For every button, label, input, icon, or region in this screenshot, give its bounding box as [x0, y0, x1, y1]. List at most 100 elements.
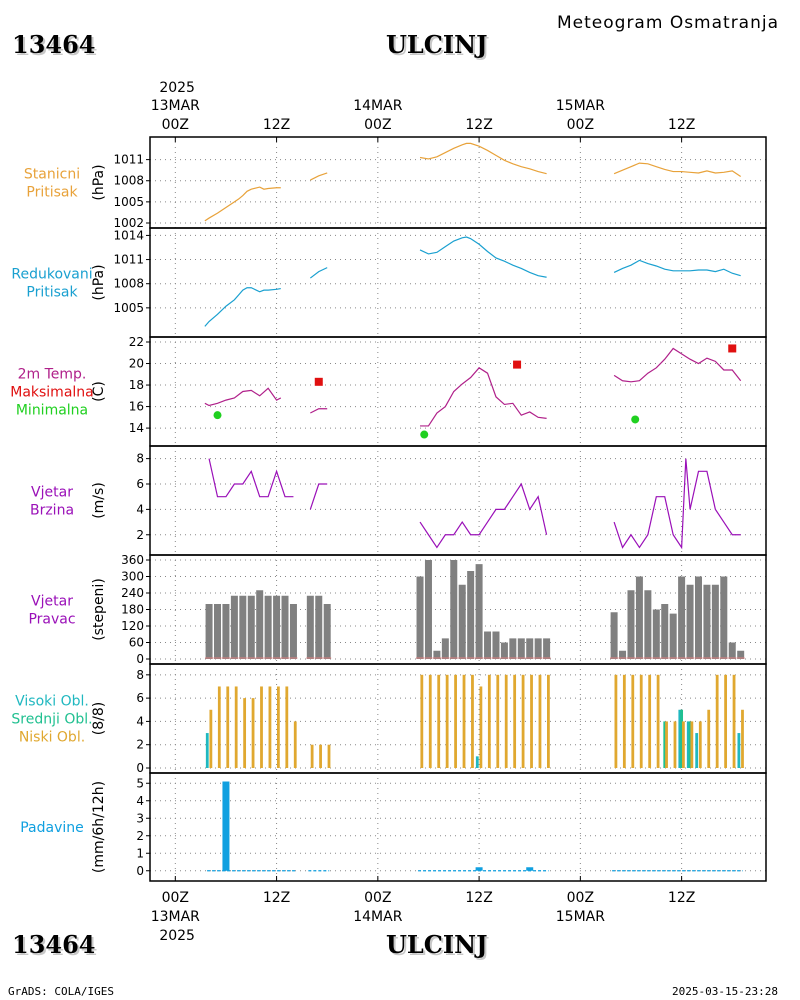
wind-dir-bar-28: [534, 638, 542, 659]
ytick-wind_direction-4: 240: [121, 586, 144, 600]
panel-label-reduced_pressure-0: Redukovani: [11, 267, 92, 283]
cloud-bar-2-2: [226, 686, 230, 768]
panel-label-wind_speed-1: Brzina: [30, 503, 74, 519]
wind-dir-bar-9: [281, 595, 289, 659]
wind-dir-bar-45: [737, 650, 745, 659]
wind-dir-bar-6: [256, 590, 264, 659]
cloud-bar-0-38: [678, 709, 682, 768]
ylabel-wind_speed: (m/s): [91, 482, 107, 519]
cloud-bar-1-39: [688, 721, 692, 768]
cloud-bar-2-21: [479, 686, 483, 768]
cloud-bar-2-40: [698, 721, 702, 768]
wind-dir-bar-16: [433, 650, 441, 659]
wind-dir-bar-5: [247, 595, 255, 659]
date-label-top-4: 15MAR: [556, 98, 605, 114]
wind-dir-bar-36: [661, 604, 669, 659]
panel-wind_speed: [146, 445, 767, 556]
panel-label-precipitation-0: Padavine: [20, 820, 84, 836]
wind-dir-bar-38: [678, 576, 686, 659]
cloud-bar-2-4: [243, 698, 247, 768]
cloud-bar-2-34: [648, 674, 652, 768]
precip-bar-2: [526, 867, 534, 871]
series-wind_speed-segment-3: [613, 458, 741, 550]
ytick-wind_speed-0: 2: [136, 528, 144, 542]
wind-dir-bar-1: [214, 604, 222, 659]
wind-dir-bar-19: [458, 584, 466, 659]
ytick-wind_speed-3: 8: [136, 452, 144, 466]
wind-dir-bar-43: [720, 576, 728, 659]
time-tick-top-3: 12Z: [465, 117, 492, 133]
cloud-bar-2-33: [639, 674, 643, 768]
ytick-clouds-3: 6: [136, 691, 144, 705]
panel-label-clouds-1: Srednji Obl.: [11, 712, 92, 728]
ytick-reduced_pressure-1: 1008: [113, 277, 144, 291]
panel-frame-wind_speed: [149, 445, 767, 556]
wind-dir-bar-15: [424, 560, 432, 659]
panel-frame-station_pressure: [149, 136, 767, 229]
time-tick-top-5: 12Z: [668, 117, 695, 133]
date-label-bottom-2: 14MAR: [353, 909, 402, 925]
ytick-wind_direction-2: 120: [121, 619, 144, 633]
wind-dir-bar-24: [500, 642, 508, 659]
cloud-bar-2-3: [234, 686, 238, 768]
ytick-precipitation-5: 5: [136, 776, 144, 790]
wind-dir-bar-4: [239, 595, 247, 659]
series-reduced_pressure-segment-1: [309, 267, 328, 279]
wind-dir-bar-32: [627, 590, 635, 659]
wind-dir-bar-0: [205, 604, 213, 659]
series-station_pressure-segment-1: [310, 172, 328, 181]
time-tick-top-4: 00Z: [567, 117, 594, 133]
cloud-bar-2-11: [310, 744, 314, 768]
wind-dir-bar-14: [416, 576, 424, 659]
ylabel-wind_direction: (stepeni): [91, 578, 107, 641]
cloud-bar-2-18: [454, 674, 457, 768]
panel-frame-precipitation: [149, 772, 767, 882]
cloud-bar-2-29: [547, 674, 550, 768]
cloud-bar-2-1: [217, 686, 221, 768]
wind-dir-bar-26: [517, 638, 525, 659]
series-wind_speed-segment-0: [208, 458, 294, 498]
time-tick-bottom-4: 00Z: [567, 890, 594, 906]
cloud-bar-2-20: [471, 674, 474, 768]
series-temperature-segment-0: [204, 387, 282, 407]
chart-subtitle: Meteogram Osmatranja: [557, 13, 780, 33]
cloud-bar-2-12: [319, 744, 322, 768]
tmin-point-1: [420, 430, 429, 439]
tmax-point-1: [513, 360, 522, 369]
cloud-bar-2-17: [445, 674, 449, 768]
time-tick-bottom-0: 00Z: [162, 890, 189, 906]
time-tick-bottom-3: 12Z: [465, 890, 492, 906]
wind-dir-bar-44: [728, 642, 736, 659]
date-label-top-0: 13MAR: [151, 98, 200, 114]
cloud-bar-2-42: [715, 674, 719, 768]
cloud-bar-2-7: [268, 686, 272, 768]
panel-label-wind_direction-0: Vjetar: [31, 594, 73, 610]
tmax-point-0: [314, 377, 323, 386]
cloud-bar-2-23: [496, 674, 500, 768]
cloud-bar-2-35: [656, 674, 660, 768]
ytick-wind_speed-1: 4: [136, 502, 144, 516]
panel-label-station_pressure-1: Pritisak: [26, 185, 78, 201]
series-wind_speed-segment-1: [309, 483, 328, 510]
ytick-temperature-0: 14: [129, 421, 144, 435]
tmin-point-2: [631, 415, 640, 424]
year-label-top: 2025: [159, 80, 195, 96]
ytick-reduced_pressure-2: 1011: [113, 253, 144, 267]
time-tick-bottom-1: 12Z: [263, 890, 290, 906]
time-tick-top-1: 12Z: [263, 117, 290, 133]
series-reduced_pressure-segment-0: [204, 287, 281, 327]
precip-bar-1: [475, 867, 483, 871]
wind-dir-bar-12: [315, 595, 323, 659]
ytick-clouds-0: 0: [136, 761, 144, 775]
generated-timestamp: 2025-03-15-23:28: [672, 985, 778, 998]
cloud-bar-2-13: [327, 744, 331, 768]
panel-temperature: [146, 336, 767, 447]
panel-clouds: [146, 663, 767, 774]
series-reduced_pressure-segment-2: [419, 236, 547, 278]
ytick-reduced_pressure-0: 1005: [113, 301, 144, 315]
series-wind_speed-segment-2: [419, 482, 548, 549]
tmax-point-2: [728, 344, 737, 353]
panel-precipitation: [146, 772, 767, 882]
panel-frame-reduced_pressure: [149, 227, 767, 338]
